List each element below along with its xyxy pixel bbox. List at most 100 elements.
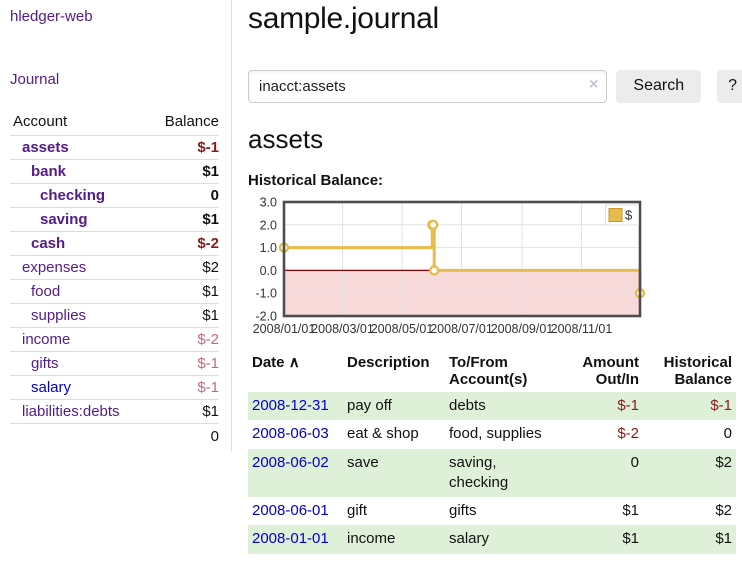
transaction-date-link[interactable]: 2008-06-01	[252, 502, 329, 519]
transaction-balance: $1	[643, 525, 736, 554]
balance-column-header: Balance	[164, 113, 219, 130]
transaction-accounts: food, supplies	[449, 425, 542, 443]
transaction-description: pay off	[343, 392, 445, 421]
transaction-amount: $-2	[617, 425, 639, 443]
app-title-link[interactable]: hledger-web	[10, 8, 93, 25]
transaction-amount: $-1	[561, 392, 643, 421]
account-link-assets[interactable]: assets	[22, 139, 69, 156]
accounts-total-row: 0	[10, 423, 219, 450]
account-row: cash $-2	[10, 231, 219, 256]
account-row: income $-2	[10, 327, 219, 352]
svg-text:2008/03/01: 2008/03/01	[311, 322, 374, 336]
description-column-header: Description	[347, 353, 430, 371]
sidebar: hledger-web Journal Account Balance asse…	[0, 0, 232, 452]
account-link-salary[interactable]: salary	[31, 379, 72, 396]
page: hledger-web Journal Account Balance asse…	[0, 0, 742, 554]
account-balance: $1	[202, 211, 219, 228]
transaction-amount: 0	[561, 448, 643, 497]
account-row: bank $1	[10, 159, 219, 184]
svg-text:$: $	[625, 207, 633, 222]
transaction-description: income	[343, 525, 445, 554]
search-input[interactable]	[248, 69, 608, 103]
account-link-cash[interactable]: cash	[31, 235, 66, 252]
account-balance: $-1	[197, 355, 219, 372]
transaction-accounts: salary	[445, 525, 561, 554]
account-link-saving[interactable]: saving	[40, 211, 88, 228]
register-header-row: Date ∧ Description To/From Account(s) Am…	[248, 351, 736, 393]
chart-canvas: $3.0 2.0 1.0 0.0 -1.0 -2.02008/01/012008/03/0…	[253, 196, 646, 336]
register-row: 2008-06-03 eat & shop food, supplies $-2…	[248, 420, 736, 448]
clear-search-icon[interactable]: ×	[589, 75, 599, 93]
accounts-column-header: To/From Account(s)	[449, 353, 528, 388]
search-form: × Search ?	[248, 69, 742, 103]
svg-text:2.0: 2.0	[260, 218, 277, 232]
account-row: supplies $1	[10, 303, 219, 328]
account-row: food $1	[10, 279, 219, 304]
account-row: saving $1	[10, 207, 219, 232]
accounts-balance-table: Account Balance assets $-1 bank $1 check…	[10, 111, 219, 449]
account-balance: $1	[202, 307, 219, 324]
account-balance: $-2	[197, 235, 219, 252]
sidebar-item-journal[interactable]: Journal	[10, 71, 60, 88]
account-row: expenses $2	[10, 255, 219, 280]
account-balance: $1	[202, 403, 219, 420]
transaction-accounts: saving, checking	[445, 448, 561, 497]
svg-text:2008/07/01: 2008/07/01	[430, 322, 493, 336]
transaction-balance: $-1	[643, 392, 736, 421]
historical-balance-chart: $3.0 2.0 1.0 0.0 -1.0 -2.0 2008/01/01 2008/03/0…	[248, 196, 742, 336]
transaction-date-link[interactable]: 2008-01-01	[252, 530, 329, 548]
search-box: ×	[248, 69, 608, 103]
transaction-description: eat & shop	[347, 425, 419, 443]
register-row: 2008-06-02 save saving, checking 0 $2	[248, 448, 736, 497]
page-title: sample.journal	[248, 2, 439, 35]
account-link-supplies[interactable]: supplies	[31, 307, 87, 324]
transaction-date-link[interactable]: 2008-06-02	[252, 453, 329, 471]
account-row: liabilities:debts $1	[10, 399, 219, 424]
accounts-total-value: 0	[210, 428, 219, 445]
transaction-date-link[interactable]: 2008-12-31	[252, 397, 329, 414]
account-balance: $1	[202, 163, 219, 180]
account-column-header: Account	[13, 113, 68, 130]
svg-text:2008/11/01: 2008/11/01	[551, 322, 613, 336]
svg-text:1.0: 1.0	[260, 241, 277, 255]
svg-text:2008/09/01: 2008/09/01	[491, 322, 554, 336]
account-heading: assets	[248, 123, 324, 154]
help-button[interactable]: ?	[717, 69, 742, 103]
svg-text:-1.0: -1.0	[255, 286, 277, 300]
date-column-header[interactable]: Date ∧	[252, 353, 300, 371]
transaction-balance: 0	[723, 425, 732, 443]
register-table: Date ∧ Description To/From Account(s) Am…	[248, 351, 736, 554]
account-balance: 0	[210, 187, 219, 204]
svg-text:0.0: 0.0	[260, 263, 277, 277]
account-link-bank[interactable]: bank	[31, 163, 67, 180]
account-row: salary $-1	[10, 375, 219, 400]
register-row: 2008-01-01 income salary $1 $1	[248, 525, 736, 554]
svg-text:-2.0: -2.0	[255, 309, 277, 323]
transaction-description: save	[343, 448, 445, 497]
account-link-income[interactable]: income	[22, 331, 71, 348]
account-balance: $2	[202, 259, 219, 276]
account-link-food[interactable]: food	[31, 283, 61, 300]
transaction-date-link[interactable]: 2008-06-03	[252, 425, 329, 443]
account-row: gifts $-1	[10, 351, 219, 376]
transaction-balance: $2	[715, 502, 732, 519]
account-link-expenses[interactable]: expenses	[22, 259, 87, 276]
account-balance: $-1	[197, 379, 219, 396]
svg-text:2008/01/01: 2008/01/01	[253, 322, 316, 336]
main-content: sample.journal × Search ? assets Histori…	[248, 0, 742, 554]
sort-ascending-icon: ∧	[288, 353, 300, 371]
svg-text:3.0: 3.0	[260, 196, 277, 210]
account-row: checking 0	[10, 183, 219, 208]
account-balance: $-2	[197, 331, 219, 348]
transaction-description: gift	[347, 502, 368, 519]
transaction-accounts: debts	[445, 392, 561, 421]
account-balance: $-1	[197, 139, 219, 156]
account-row: assets $-1	[10, 135, 219, 160]
register-row: 2008-06-01 gift gifts $1 $2	[248, 497, 736, 525]
transaction-accounts: gifts	[449, 502, 477, 519]
account-link-gifts[interactable]: gifts	[31, 355, 59, 372]
account-link-checking[interactable]: checking	[40, 187, 106, 204]
transaction-amount: $1	[561, 525, 643, 554]
account-link-liabilities-debts[interactable]: liabilities:debts	[22, 403, 120, 420]
search-button[interactable]: Search	[616, 69, 702, 103]
